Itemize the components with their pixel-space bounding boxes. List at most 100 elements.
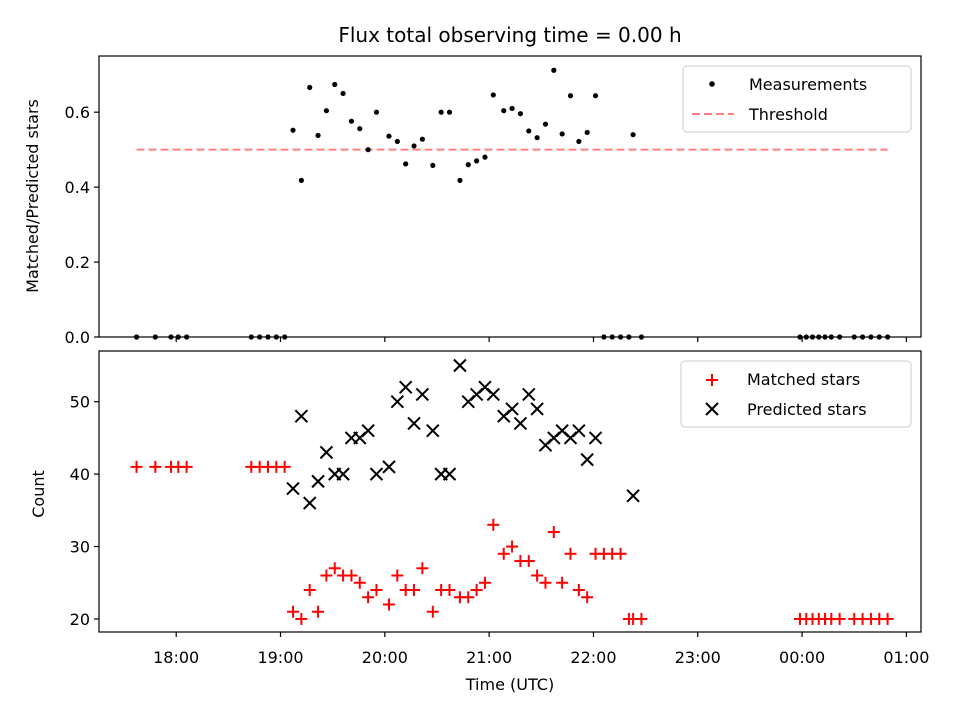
predicted-star-stroke-b [319, 445, 334, 460]
measurement-point [357, 126, 363, 132]
matched-star-point [320, 569, 333, 582]
matched-star-point [391, 569, 404, 582]
measurement-point [534, 135, 540, 141]
legend-measurements-label: Measurements [749, 75, 867, 94]
matched-star-point [506, 540, 519, 553]
bottom-legend-box [680, 360, 912, 428]
legend-predicted-label: Predicted stars [747, 400, 867, 419]
predicted-star-stroke-b [361, 423, 375, 438]
bottom-y-tick-label: 20 [70, 610, 90, 629]
measurement-point [365, 147, 371, 153]
matched-star-point [635, 612, 648, 625]
predicted-star-point [382, 460, 396, 474]
predicted-star-point [513, 416, 528, 431]
matched-star-point [362, 591, 375, 604]
measurement-point [438, 109, 444, 115]
matched-star-point [881, 612, 894, 625]
top-legend: Measurements Threshold [682, 65, 912, 133]
predicted-star-stroke-b [555, 423, 569, 438]
measurement-point [474, 158, 480, 164]
measurement-point [386, 133, 392, 139]
measurement-point [298, 177, 304, 183]
predicted-star-stroke-b [572, 423, 586, 438]
predicted-star-stroke-b [294, 409, 309, 423]
predicted-star-point [426, 423, 440, 438]
matched-star-point [328, 562, 341, 575]
measurement-point [526, 128, 532, 134]
x-tick-label: 18:00 [153, 648, 199, 667]
predicted-star-stroke-b [369, 467, 384, 481]
matched-star-point [287, 605, 300, 618]
predicted-star-stroke-b [426, 423, 440, 438]
top-plot-frame [98, 55, 922, 338]
measurement-point [465, 162, 471, 168]
measurement-point [340, 90, 346, 97]
x-tick-label: 21:00 [466, 648, 512, 667]
top-y-tick-label: 0.4 [65, 178, 90, 197]
x-tick-label: 23:00 [675, 648, 721, 667]
matched-star-point [130, 460, 143, 473]
matched-star-point [581, 591, 594, 604]
ratio-panel: 0.0 0.2 0.4 0.6 Matched/Predicted stars Mea… [23, 55, 922, 347]
measurement-point [542, 121, 549, 127]
predicted-star-point [294, 409, 309, 423]
predicted-star-stroke-b [505, 402, 519, 416]
measurement-point [290, 127, 296, 133]
measurement-point [567, 93, 574, 99]
measurement-point [490, 92, 496, 98]
measurement-point [630, 132, 636, 138]
legend-matched-marker [706, 374, 718, 386]
predicted-star-point [407, 416, 421, 431]
legend-matched-label: Matched stars [747, 370, 860, 389]
measurement-point [576, 138, 582, 145]
predicted-star-stroke-b [303, 496, 317, 510]
predicted-star-point [286, 481, 300, 496]
x-axis-label: Time (UTC) [465, 675, 554, 694]
matched-star-point [564, 547, 577, 560]
top-y-axis-ticks: 0.0 0.2 0.4 0.6 [65, 103, 99, 347]
top-y-tick-label: 0.2 [65, 253, 90, 272]
matched-star-point [556, 576, 569, 589]
x-tick-label: 22:00 [570, 648, 616, 667]
matched-star-point [295, 612, 308, 625]
predicted-star-stroke-b [398, 380, 413, 394]
predicted-star-stroke-b [415, 387, 430, 402]
predicted-star-point [530, 402, 544, 416]
predicted-star-point [522, 387, 536, 402]
predicted-star-point [453, 358, 467, 373]
matched-star-point [470, 583, 483, 596]
matched-star-point [370, 583, 383, 596]
matched-star-point [180, 460, 193, 473]
measurement-point [373, 109, 380, 115]
predicted-star-stroke-b [478, 380, 492, 394]
matched-star-point [478, 576, 491, 589]
measurement-point [307, 84, 313, 91]
measurement-point [394, 138, 400, 145]
predicted-star-point [390, 394, 405, 409]
legend-measurements-marker [709, 81, 715, 87]
predicted-star-point [398, 380, 413, 394]
matched-star-point [416, 562, 429, 575]
measurement-point [501, 108, 507, 114]
bottom-y-tick-label: 30 [70, 538, 90, 557]
predicted-stars-points [286, 358, 640, 510]
matched-star-point [345, 569, 358, 582]
measurement-point [419, 136, 425, 142]
predicted-star-point [336, 467, 350, 481]
matched-star-point [522, 555, 535, 568]
measurement-point [348, 118, 355, 124]
top-x-axis-ticks [175, 337, 907, 342]
bottom-legend: Matched stars Predicted stars [680, 360, 912, 428]
measurement-point [559, 131, 565, 137]
matched-star-point [497, 547, 510, 560]
measurement-point [482, 154, 488, 160]
predicted-star-stroke-b [530, 402, 544, 416]
top-y-tick-label: 0.0 [65, 328, 90, 347]
matched-star-point [149, 460, 162, 473]
matched-star-point [443, 583, 456, 596]
measurement-point [584, 129, 590, 136]
bottom-y-axis-ticks: 20 30 40 50 [70, 393, 99, 629]
x-tick-label: 00:00 [779, 648, 825, 667]
legend-threshold-label: Threshold [748, 105, 828, 124]
